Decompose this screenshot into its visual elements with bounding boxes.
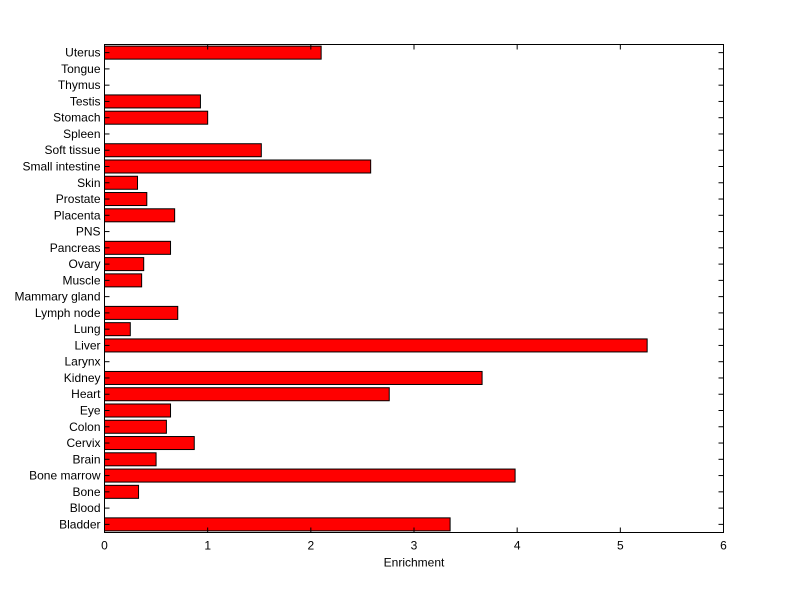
bar-bladder — [104, 517, 451, 532]
bar-stomach — [104, 110, 209, 125]
y-tick-label: Lymph node — [35, 306, 101, 320]
y-tick-label: Brain — [72, 452, 100, 466]
y-tick-label: Small intestine — [22, 160, 100, 174]
y-tick-label: Prostate — [56, 192, 101, 206]
y-tick-label: Testis — [70, 94, 101, 108]
bar-kidney — [104, 370, 483, 385]
y-tick-label: Larynx — [64, 355, 100, 369]
x-tick-label: 4 — [514, 539, 521, 553]
y-tick-label: Kidney — [64, 371, 101, 385]
y-tick-label: Liver — [74, 338, 100, 352]
bar-testis — [104, 94, 201, 109]
y-tick-label: Pancreas — [50, 241, 101, 255]
bar-bone — [104, 484, 140, 499]
y-tick-label: Bone — [72, 485, 100, 499]
y-tick-label: Lung — [74, 322, 101, 336]
y-tick-label: Bone marrow — [29, 469, 101, 483]
y-tick-label: Thymus — [58, 78, 101, 92]
bar-colon — [104, 419, 167, 434]
y-tick-label: Stomach — [53, 111, 100, 125]
y-tick-label: Placenta — [54, 208, 101, 222]
x-tick-label: 0 — [101, 539, 108, 553]
x-tick-label: 3 — [411, 539, 418, 553]
bar-ovary — [104, 257, 145, 272]
bar-eye — [104, 403, 172, 418]
bar-soft-tissue — [104, 143, 262, 158]
x-tick-label: 1 — [204, 539, 211, 553]
y-tick-label: Heart — [71, 387, 101, 401]
y-tick-label: Bladder — [59, 517, 100, 531]
bar-muscle — [104, 273, 143, 288]
labels-group: Uterus Tongue Thymus Testis Stomach Spleen Sof… — [14, 46, 727, 553]
bar-prostate — [104, 192, 148, 207]
bar-placenta — [104, 208, 176, 223]
bar-uterus — [104, 45, 322, 60]
bar-cervix — [104, 436, 195, 451]
y-tick-label: Colon — [69, 420, 100, 434]
axes-box — [104, 44, 724, 533]
x-tick-label: 5 — [617, 539, 624, 553]
y-tick-label: Spleen — [63, 127, 100, 141]
y-tick-label: Skin — [77, 176, 100, 190]
y-tick-label: Tongue — [61, 62, 101, 76]
y-tick-label: Uterus — [65, 46, 100, 60]
x-tick-label: 2 — [307, 539, 314, 553]
bar-brain — [104, 452, 157, 467]
bar-heart — [104, 387, 390, 402]
y-tick-label: Soft tissue — [44, 143, 100, 157]
x-axis-label: Enrichment — [384, 556, 445, 570]
x-tick-label: 6 — [720, 539, 727, 553]
y-tick-label: Cervix — [66, 436, 100, 450]
bar-pancreas — [104, 240, 172, 255]
y-tick-label: Eye — [80, 404, 101, 418]
y-tick-label: PNS — [76, 225, 101, 239]
y-tick-label: Muscle — [62, 273, 100, 287]
bar-lymph-node — [104, 305, 179, 320]
bar-liver — [104, 338, 648, 353]
y-tick-label: Blood — [70, 501, 101, 515]
bar-bone-marrow — [104, 468, 516, 483]
bar-small-intestine — [104, 159, 372, 174]
y-tick-label: Ovary — [68, 257, 100, 271]
y-tick-label: Mammary gland — [14, 290, 100, 304]
